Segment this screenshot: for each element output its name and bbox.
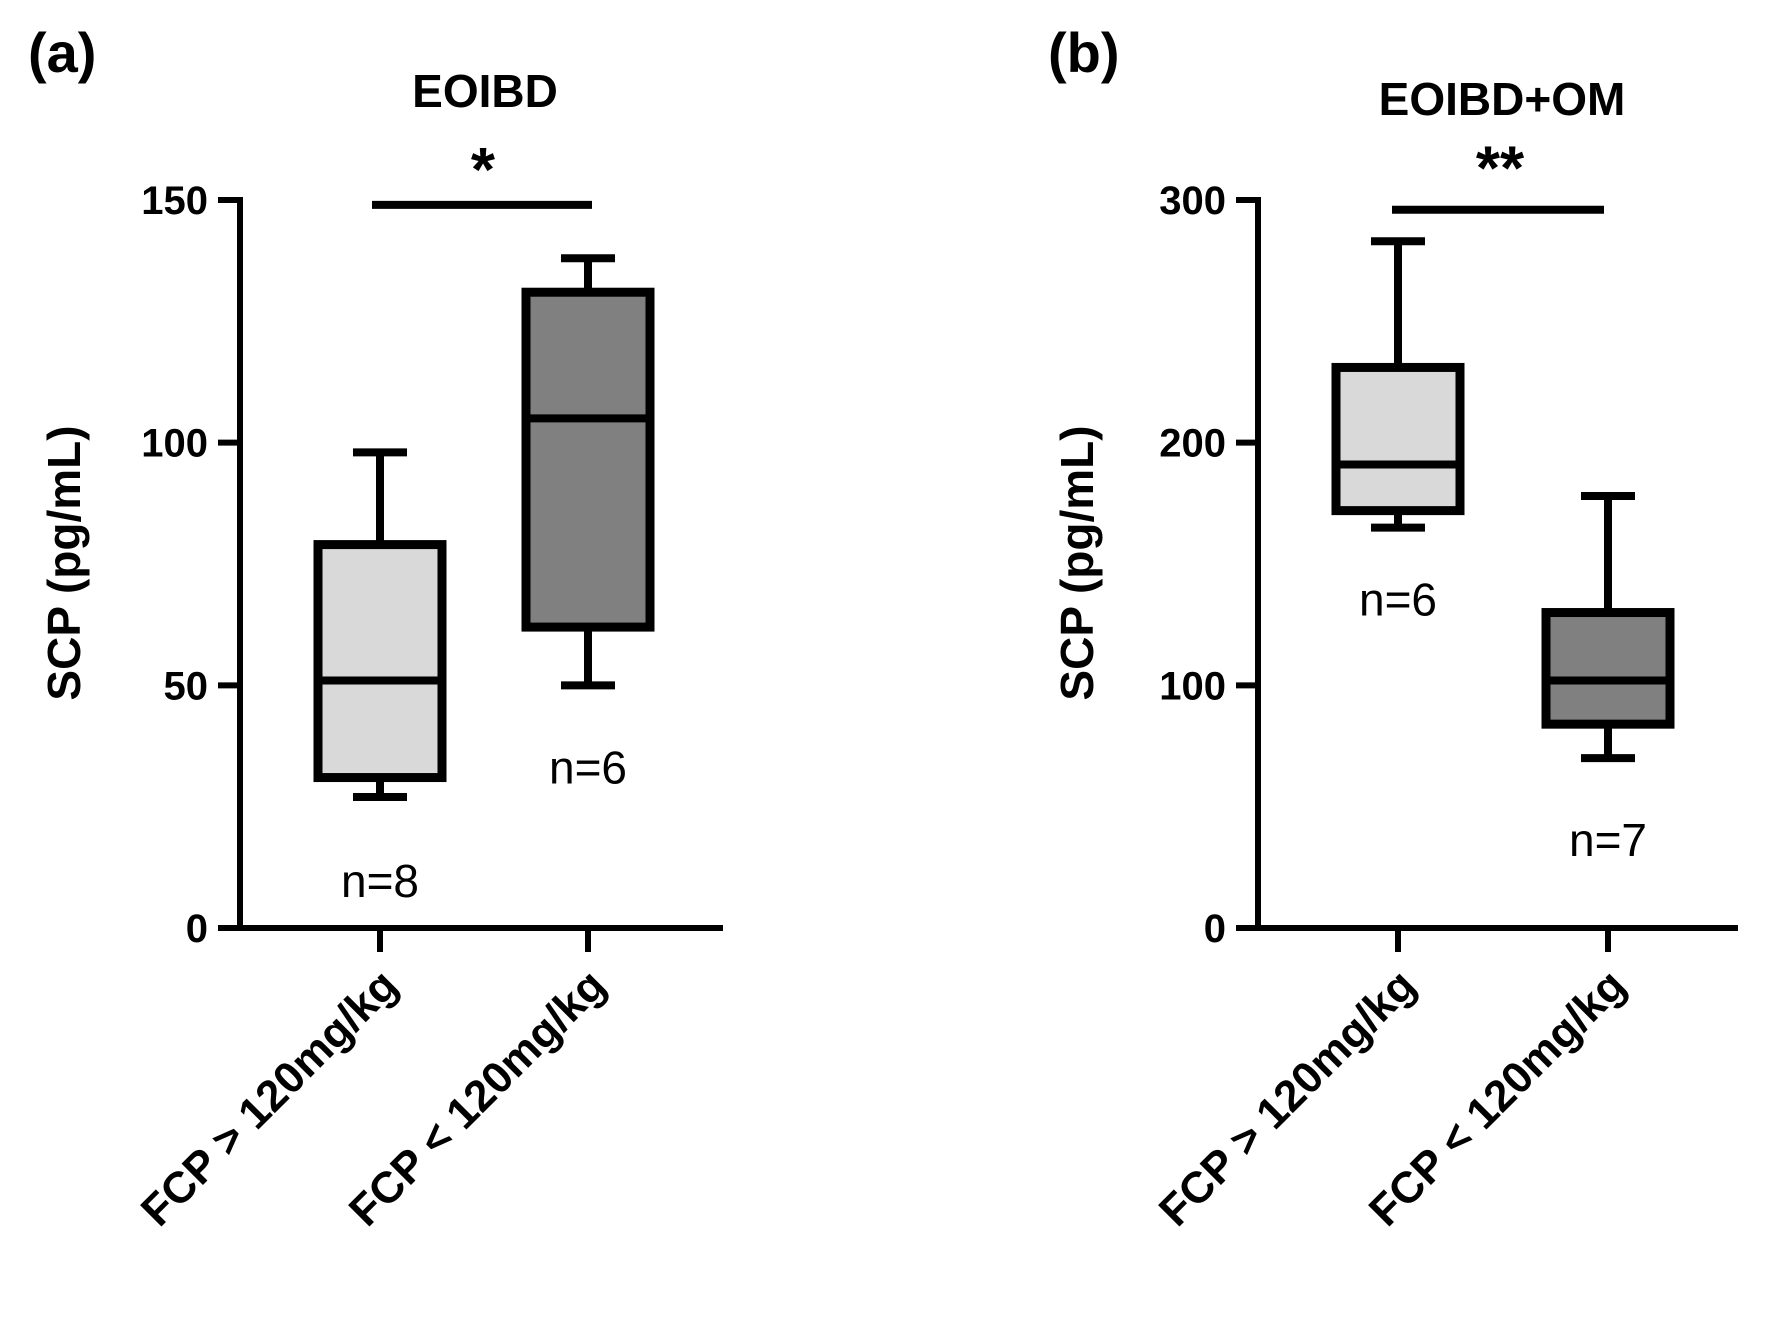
- y-tick-label: 200: [1159, 422, 1226, 466]
- box: [1541, 608, 1675, 729]
- n-label: n=8: [341, 855, 419, 907]
- y-tick-label: 0: [186, 907, 208, 951]
- y-tick-label: 100: [141, 422, 208, 466]
- y-tick-label: 100: [1159, 664, 1226, 708]
- y-axis-label-a: SCP (pg/mL): [38, 425, 90, 700]
- panel-b: (b) EOIBD+OM SCP (pg/mL) 0100200300n=6FC…: [1048, 21, 1738, 1236]
- y-tick-label: 300: [1159, 179, 1226, 223]
- n-label: n=6: [549, 741, 627, 793]
- box: [313, 540, 447, 783]
- box: [1331, 362, 1465, 516]
- box: [521, 287, 655, 632]
- chart-title-a: EOIBD: [412, 65, 558, 117]
- n-label: n=6: [1359, 574, 1437, 626]
- y-tick-label: 50: [164, 664, 209, 708]
- panel-label-a: (a): [28, 21, 96, 84]
- y-axis-label-b: SCP (pg/mL): [1051, 425, 1103, 700]
- n-label: n=7: [1569, 814, 1647, 866]
- significance-label: *: [471, 136, 496, 205]
- y-tick-label: 150: [141, 179, 208, 223]
- chart-title-b: EOIBD+OM: [1379, 73, 1626, 125]
- panel-label-b: (b): [1048, 21, 1120, 84]
- significance-label: **: [1476, 135, 1525, 204]
- y-tick-label: 0: [1204, 907, 1226, 951]
